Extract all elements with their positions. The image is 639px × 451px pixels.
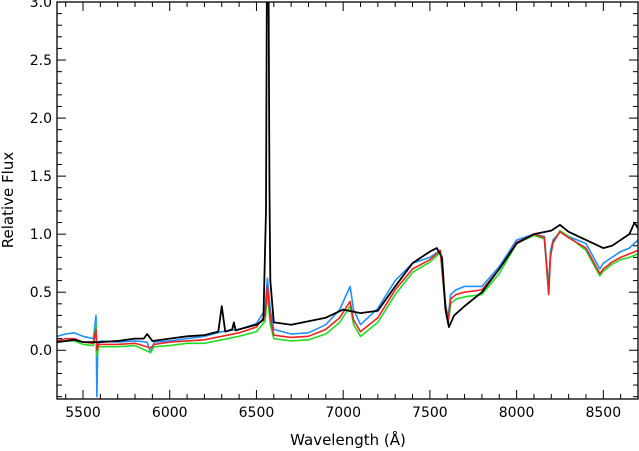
plot-frame [56,1,639,400]
x-tick-label: 6500 [239,405,275,421]
y-tick-label: 2.0 [30,111,52,127]
x-tick-label: 8500 [585,405,621,421]
y-tick-label: 3.0 [30,0,52,11]
series-line-4 [57,2,638,344]
y-tick-label: 2.5 [30,53,52,69]
series-line-3 [57,231,638,352]
y-axis-title: Relative Flux [0,152,17,249]
x-tick-label: 7500 [412,405,448,421]
x-axis-title: Wavelength (Å) [290,430,406,449]
y-tick-label: 0.0 [30,343,52,359]
x-tick-label: 6000 [152,405,188,421]
ticks-layer: 5500 6000 6500 7000 7500 8000 8500 0.0 0.5 1.0 1.5… [30,0,639,421]
y-tick-label: 1.5 [30,169,52,185]
x-tick-label: 5500 [65,405,101,421]
y-tick-label: 1.0 [30,227,52,243]
x-tick-label: 7000 [325,405,361,421]
series-layer [57,2,638,398]
y-tick-label: 0.5 [30,285,52,301]
x-tick-label: 8000 [499,405,535,421]
